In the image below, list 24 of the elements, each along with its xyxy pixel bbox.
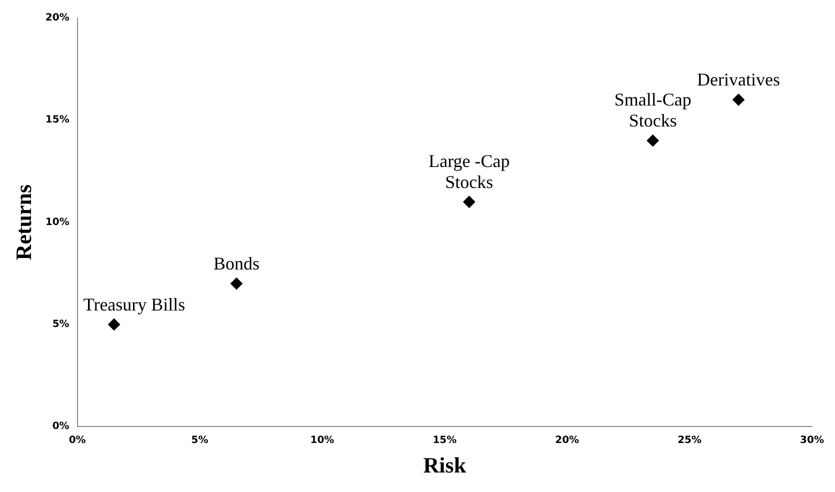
x-tick-label: 10% (310, 435, 334, 446)
x-tick-label: 30% (800, 435, 824, 446)
point (230, 278, 243, 290)
annotation: Derivatives (697, 70, 780, 90)
x-tick-label: 0% (68, 435, 86, 446)
x-tick-label: 20% (555, 435, 580, 446)
point (732, 94, 745, 106)
point (646, 134, 659, 147)
x-tick-label: 15% (432, 435, 457, 446)
x-tick-label: 25% (678, 435, 702, 446)
annotation: Bonds (214, 254, 260, 274)
annotation: Treasury Bills (83, 294, 186, 314)
point (463, 196, 476, 208)
y-tick-label: 15% (45, 114, 70, 126)
y-tick-label: 5% (52, 319, 70, 330)
y-tick-label: 20% (45, 12, 70, 24)
y-tick-label: 0% (52, 421, 70, 432)
x-axis-title: Risk (423, 452, 467, 478)
x-tick-label: 5% (191, 435, 208, 446)
point (108, 318, 120, 330)
y-axis-title: Returns (10, 184, 36, 260)
annotation: Large -Cap Stocks (428, 150, 510, 192)
y-tick-label: 10% (45, 216, 70, 228)
annotation: Small-Cap Stocks (614, 90, 692, 131)
